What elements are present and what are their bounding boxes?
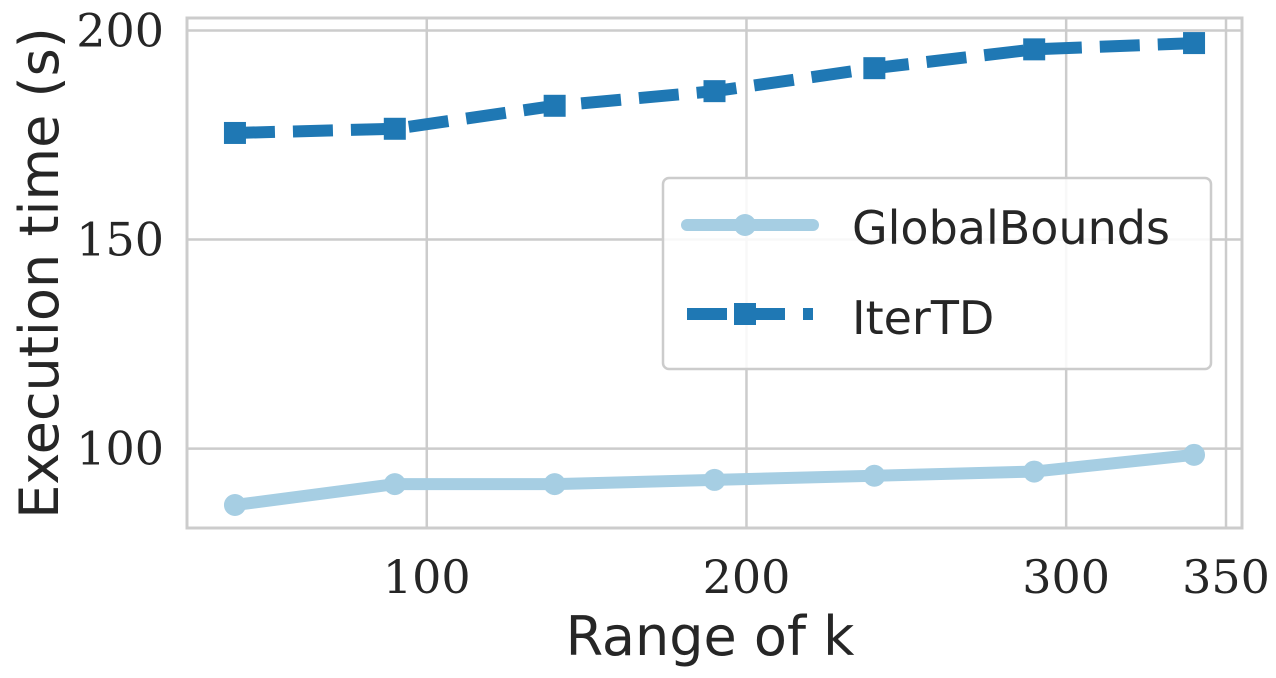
data-point-globalbounds	[863, 464, 886, 487]
data-point-itertd	[863, 57, 886, 80]
data-point-itertd	[543, 94, 566, 117]
y-axis-label: Execution time (s)	[8, 27, 71, 519]
data-point-itertd	[1023, 38, 1046, 61]
data-point-itertd	[383, 117, 406, 140]
y-tick-label: 100	[76, 422, 164, 476]
data-point-globalbounds	[223, 494, 246, 517]
y-tick-label: 200	[76, 4, 164, 58]
x-tick-label: 100	[383, 550, 471, 604]
legend-label-itertd: IterTD	[852, 291, 994, 345]
data-point-globalbounds	[543, 473, 566, 496]
x-tick-label: 300	[1022, 550, 1110, 604]
data-point-itertd	[703, 80, 726, 103]
x-axis-label: Range of k	[566, 605, 856, 668]
x-tick-label: 350	[1182, 550, 1270, 604]
data-point-globalbounds	[1023, 460, 1046, 483]
y-tick-label: 150	[76, 213, 164, 267]
legend-label-globalbounds: GlobalBounds	[852, 201, 1170, 255]
data-point-globalbounds	[383, 473, 406, 496]
legend-marker-globalbounds	[734, 214, 756, 236]
data-point-globalbounds	[1183, 443, 1206, 466]
series-group	[223, 32, 1206, 517]
data-point-globalbounds	[703, 468, 726, 491]
data-point-itertd	[223, 121, 246, 144]
data-point-itertd	[1183, 32, 1206, 55]
legend: GlobalBounds IterTD	[661, 176, 1213, 371]
tick-labels: 100 200 300 350 100 150 200	[76, 4, 1270, 604]
x-tick-label: 200	[703, 550, 791, 604]
legend-marker-itertd	[734, 303, 756, 325]
